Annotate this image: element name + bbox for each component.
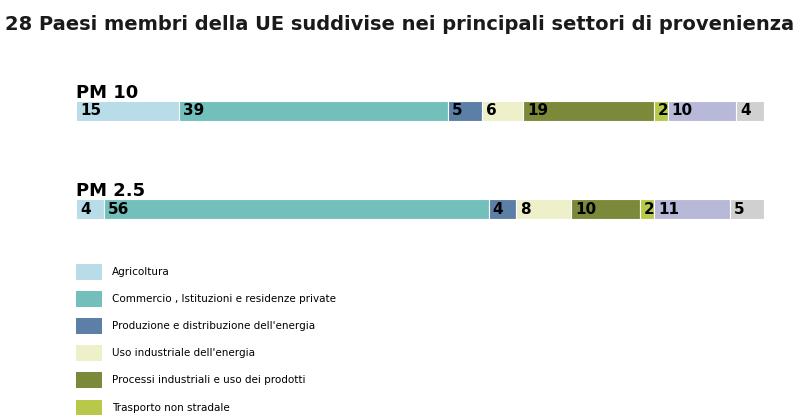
Text: 4: 4 xyxy=(80,201,90,217)
Bar xyxy=(668,101,737,121)
Bar xyxy=(737,101,764,121)
Text: 5: 5 xyxy=(451,103,462,118)
Text: 2: 2 xyxy=(644,201,655,217)
Bar xyxy=(489,199,516,219)
Text: 19: 19 xyxy=(527,103,548,118)
Text: 8: 8 xyxy=(520,201,531,217)
Text: Uso industriale dell'energia: Uso industriale dell'energia xyxy=(112,348,255,358)
Bar xyxy=(730,199,764,219)
Bar xyxy=(654,199,730,219)
Bar xyxy=(482,101,523,121)
Text: 2: 2 xyxy=(658,103,669,118)
Text: PM 10: PM 10 xyxy=(76,84,138,102)
Text: PM 2.5: PM 2.5 xyxy=(76,182,145,200)
Text: 11: 11 xyxy=(658,201,679,217)
Text: 28 Paesi membri della UE suddivise nei principali settori di provenienza: 28 Paesi membri della UE suddivise nei p… xyxy=(6,15,794,33)
Bar xyxy=(76,264,102,280)
Text: Trasporto non stradale: Trasporto non stradale xyxy=(112,403,230,413)
Text: 4: 4 xyxy=(493,201,503,217)
Bar xyxy=(76,199,103,219)
Bar xyxy=(76,318,102,334)
Bar xyxy=(571,199,640,219)
Bar xyxy=(447,101,482,121)
Bar xyxy=(523,101,654,121)
Text: Commercio , Istituzioni e residenze private: Commercio , Istituzioni e residenze priv… xyxy=(112,294,336,304)
Text: Processi industriali e uso dei prodotti: Processi industriali e uso dei prodotti xyxy=(112,375,306,385)
Bar xyxy=(76,291,102,307)
Text: 10: 10 xyxy=(672,103,693,118)
Bar xyxy=(640,199,654,219)
Bar xyxy=(654,101,668,121)
Text: 5: 5 xyxy=(734,201,744,217)
Bar xyxy=(76,345,102,361)
Bar xyxy=(76,101,179,121)
Text: 39: 39 xyxy=(183,103,205,118)
Text: 6: 6 xyxy=(486,103,497,118)
Bar xyxy=(76,400,102,415)
Bar xyxy=(76,372,102,388)
Text: Produzione e distribuzione dell'energia: Produzione e distribuzione dell'energia xyxy=(112,321,315,331)
Text: 15: 15 xyxy=(80,103,101,118)
Text: 56: 56 xyxy=(107,201,129,217)
Text: Agricoltura: Agricoltura xyxy=(112,267,170,277)
Bar xyxy=(179,101,447,121)
Text: 4: 4 xyxy=(741,103,751,118)
Bar xyxy=(516,199,571,219)
Text: 10: 10 xyxy=(575,201,597,217)
Bar xyxy=(103,199,489,219)
